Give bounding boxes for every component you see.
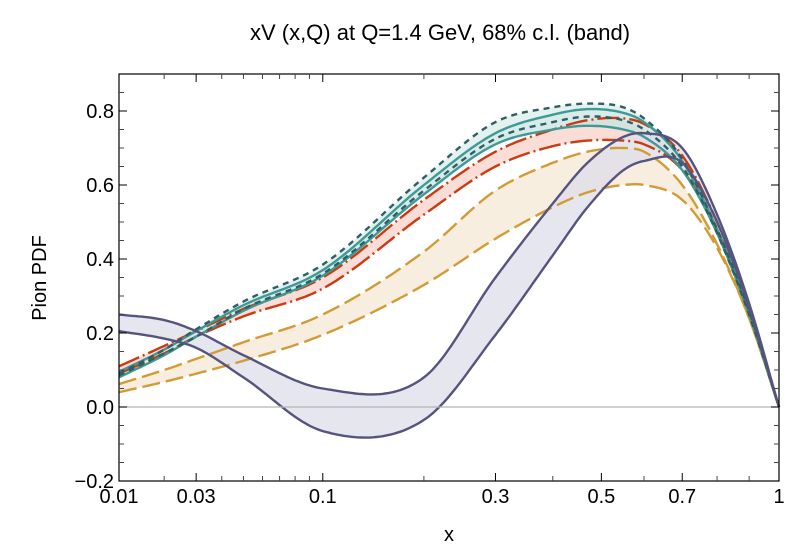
band-purple-solid-fill [119,133,779,438]
y-tick-label: 0.6 [86,175,114,197]
band-gold-dashed-fill [119,147,779,407]
x-tick-label: 0.03 [177,486,216,508]
y-axis-label: Pion PDF [29,235,51,321]
band-gold-dashed-upper-line [118,146,781,408]
x-tick-label: 0.01 [100,486,139,508]
x-tick-label: 0.1 [309,486,337,508]
y-tick-label: −0.2 [75,471,114,493]
x-tick-label: 0.7 [668,486,696,508]
x-tick-label: 0.3 [482,486,510,508]
band-darkteal-dashed-upper-line [118,102,781,408]
x-tick-label: 1 [773,486,784,508]
x-tick-label: 0.5 [587,486,615,508]
band-darkteal-dashed-lower-line [118,115,781,408]
band-purple-solid-lower-line [118,155,781,439]
bands-layer [118,102,781,439]
y-tick-label: 0.2 [86,323,114,345]
band-purple-solid-upper-line [118,131,781,408]
y-tick-label: 0.0 [86,397,114,419]
ticks-layer: 0.01 0.03 0.1 0.3 0.5 0.7 1 −0.2 0.0 0.2 0.4 0.6 0.8 [75,74,785,508]
band-teal-solid-upper-line [118,107,781,408]
chart-title: xV (x,Q) at Q=1.4 GeV, 68% c.l. (band) [250,20,630,45]
x-axis-label: x [444,524,454,546]
plot-frame [118,73,780,482]
y-tick-label: 0.4 [86,249,114,271]
y-tick-label: 0.8 [86,101,114,123]
